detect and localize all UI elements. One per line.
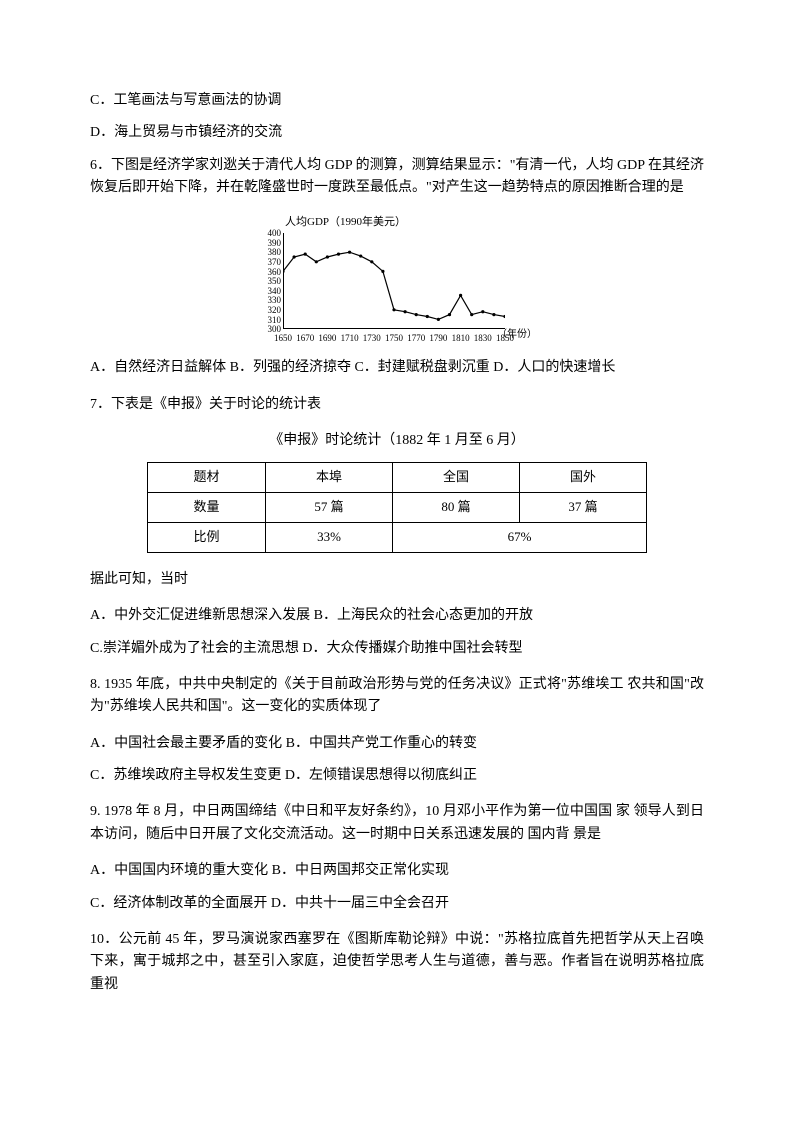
- th: 题材: [148, 463, 266, 493]
- q8-intro: 8. 1935 年底，中共中央制定的《关于目前政治形势与党的任务决议》正式将"苏…: [90, 674, 704, 719]
- x-tick: 1690: [318, 334, 336, 343]
- table-row: 题材 本埠 全国 国外: [148, 463, 647, 493]
- q6-chart: 人均GDP（1990年美元） 4003903803703603503403303…: [257, 214, 537, 344]
- y-tick: 370: [257, 258, 281, 267]
- x-tick: 1830: [474, 334, 492, 343]
- x-tick: 1650: [274, 334, 292, 343]
- td: 数量: [148, 493, 266, 523]
- td: 80 篇: [393, 493, 520, 523]
- prev-option-c: C．工笔画法与写意画法的协调: [90, 90, 704, 112]
- y-tick: 380: [257, 248, 281, 257]
- x-tick: 1790: [429, 334, 447, 343]
- y-tick: 400: [257, 229, 281, 238]
- chart-line: [283, 233, 505, 329]
- table-row: 数量 57 篇 80 篇 37 篇: [148, 493, 647, 523]
- q7-opts2: C.崇洋媚外成为了社会的主流思想 D．大众传播媒介助推中国社会转型: [90, 638, 704, 660]
- x-tick: 1750: [385, 334, 403, 343]
- td: 67%: [393, 522, 647, 552]
- y-tick: 350: [257, 277, 281, 286]
- th: 国外: [519, 463, 646, 493]
- td: 37 篇: [519, 493, 646, 523]
- prev-option-d: D．海上贸易与市镇经济的交流: [90, 122, 704, 144]
- q9-intro: 9. 1978 年 8 月，中日两国缔结《中日和平友好条约》，10 月邓小平作为…: [90, 801, 704, 846]
- x-tick: 1670: [296, 334, 314, 343]
- q7-intro: 7．下表是《申报》关于时论的统计表: [90, 394, 704, 416]
- th: 本埠: [266, 463, 393, 493]
- x-tick: 1770: [407, 334, 425, 343]
- q6-options: A．自然经济日益解体 B．列强的经济掠夺 C．封建赋税盘剥沉重 D．人口的快速增…: [90, 357, 704, 379]
- x-tick: 1730: [363, 334, 381, 343]
- q8-opts1: A．中国社会最主要矛盾的变化 B．中国共产党工作重心的转变: [90, 733, 704, 755]
- chart-xlabel: （年份）: [497, 327, 537, 343]
- q9-opts2: C．经济体制改革的全面展开 D．中共十一届三中全会召开: [90, 893, 704, 915]
- q7-after: 据此可知，当时: [90, 569, 704, 591]
- td: 比例: [148, 522, 266, 552]
- q7-opts1: A．中外交汇促进维新思想深入发展 B．上海民众的社会心态更加的开放: [90, 605, 704, 627]
- q10-intro: 10．公元前 45 年，罗马演说家西塞罗在《图斯库勒论辩》中说："苏格拉底首先把…: [90, 929, 704, 996]
- y-tick: 320: [257, 306, 281, 315]
- q7-table-title: 《申报》时论统计（1882 年 1 月至 6 月）: [90, 430, 704, 452]
- q6-intro: 6．下图是经济学家刘逖关于清代人均 GDP 的测算，测算结果显示："有清一代，人…: [90, 155, 704, 200]
- q8-opts2: C．苏维埃政府主导权发生变更 D．左倾错误思想得以彻底纠正: [90, 765, 704, 787]
- q9-opts1: A．中国国内环境的重大变化 B．中日两国邦交正常化实现: [90, 860, 704, 882]
- chart-area: 400390380370360350340330320310300 165016…: [257, 233, 537, 343]
- chart-title: 人均GDP（1990年美元）: [285, 214, 537, 232]
- x-tick: 1810: [452, 334, 470, 343]
- q7-table: 题材 本埠 全国 国外 数量 57 篇 80 篇 37 篇 比例 33% 67%: [147, 462, 647, 552]
- th: 全国: [393, 463, 520, 493]
- td: 57 篇: [266, 493, 393, 523]
- table-row: 比例 33% 67%: [148, 522, 647, 552]
- x-tick: 1710: [341, 334, 359, 343]
- td: 33%: [266, 522, 393, 552]
- y-tick: 330: [257, 296, 281, 305]
